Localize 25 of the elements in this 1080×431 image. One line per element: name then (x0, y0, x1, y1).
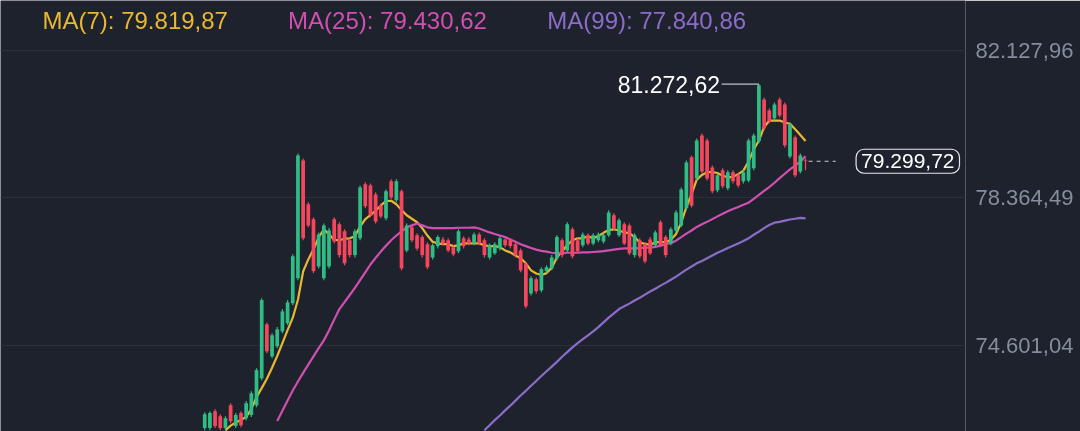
line-series (276, 155, 807, 423)
candlestick (617, 217, 621, 238)
y-tick-label: 78.364,49 (975, 185, 1074, 211)
candlestick (720, 167, 725, 189)
candlestick (798, 152, 803, 174)
y-tick-label: 74.601,04 (975, 332, 1074, 358)
annotation: 81.272,62 (617, 71, 721, 98)
candlestick (606, 209, 611, 238)
candlestick (529, 275, 533, 296)
candlestick (560, 237, 564, 259)
candlestick (363, 181, 368, 209)
text: MA(25): 79.430,62 (288, 7, 487, 34)
candlestick (622, 221, 627, 246)
candlestick (347, 237, 352, 259)
y-tick-label: 82.127,96 (975, 38, 1074, 64)
line-series (483, 216, 807, 431)
candlestick (389, 178, 394, 200)
text: MA(7): 79.819,87 (42, 7, 228, 34)
line-series (224, 119, 807, 431)
candlestick (394, 178, 399, 203)
candlestick (663, 234, 668, 259)
text: MA(99): 77.840,86 (547, 7, 747, 34)
candlestick (332, 216, 337, 244)
ref-line-label: 79.299,72 (861, 149, 955, 173)
candlestick (725, 169, 730, 191)
